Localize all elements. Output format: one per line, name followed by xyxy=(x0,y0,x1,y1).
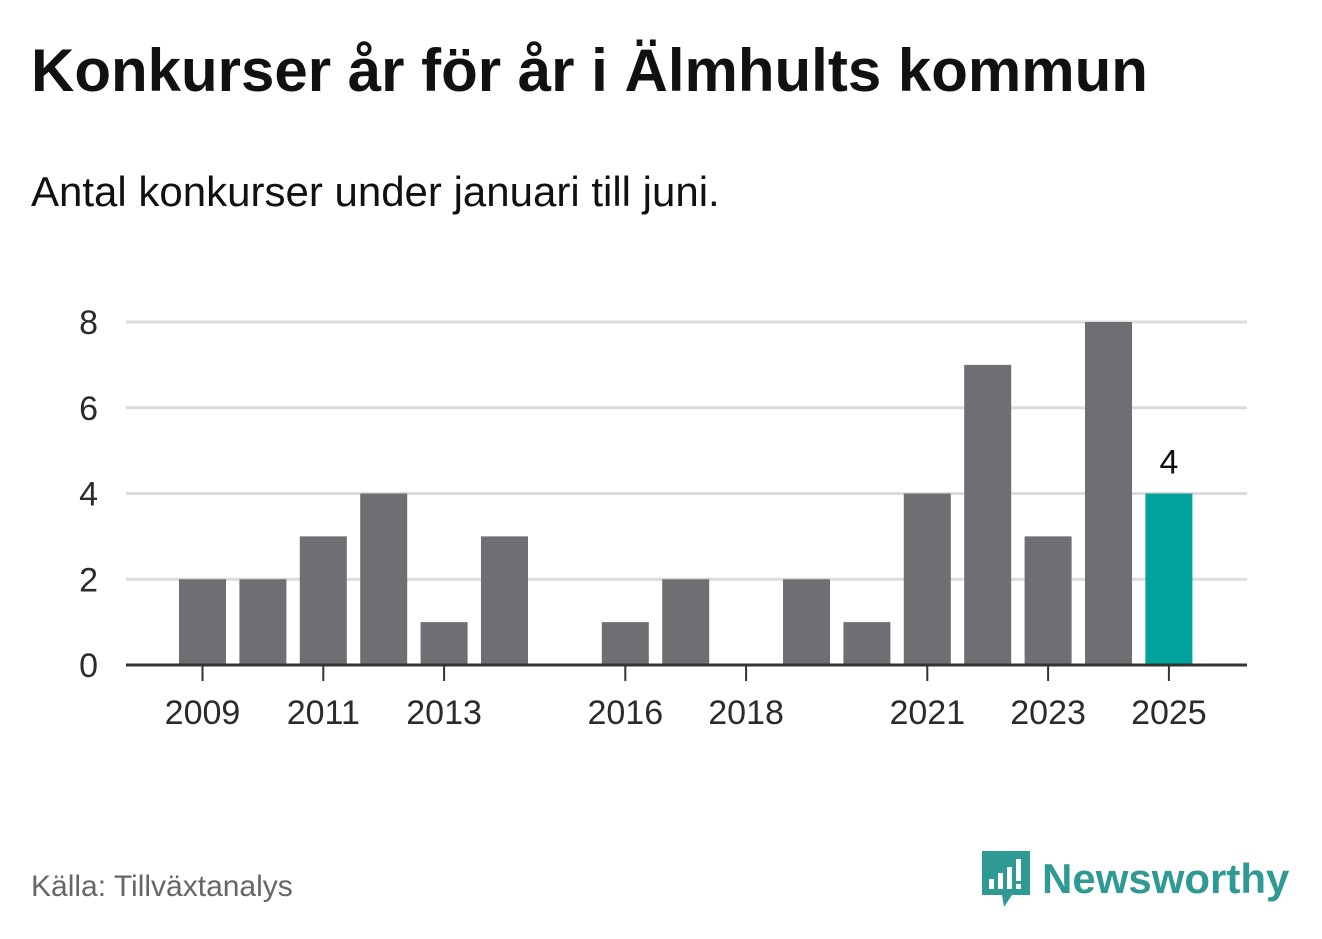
source-note: Källa: Tillväxtanalys xyxy=(31,870,293,903)
x-tick-label-2018: 2018 xyxy=(708,694,784,732)
bar-2017 xyxy=(662,579,710,665)
x-tick-label-2016: 2016 xyxy=(587,694,663,732)
y-tick-label-2: 2 xyxy=(79,561,98,599)
x-tick-label-2011: 2011 xyxy=(287,694,360,732)
newsworthy-logo: Newsworthy xyxy=(980,848,1289,910)
bar-2009 xyxy=(179,579,226,665)
x-tick-label-2013: 2013 xyxy=(406,694,482,732)
logo-text: Newsworthy xyxy=(1042,855,1290,902)
x-tick-label-2025: 2025 xyxy=(1131,694,1207,732)
bar-2019 xyxy=(783,579,830,665)
chart-subtitle: Antal konkurser under januari till juni. xyxy=(31,168,720,215)
bar-2022 xyxy=(964,364,1012,665)
bar-2014 xyxy=(481,536,528,665)
bar-2011 xyxy=(299,536,347,665)
bar-2021 xyxy=(903,493,951,665)
bar-2023 xyxy=(1024,536,1072,665)
bar-2012 xyxy=(360,493,408,665)
bar-2010 xyxy=(239,579,287,665)
bar-2024 xyxy=(1085,322,1132,665)
chart-title: Konkurser år för år i Älmhults kommun xyxy=(31,37,1148,104)
x-tick-label-2023: 2023 xyxy=(1010,694,1086,732)
data-label-2025: 4 xyxy=(1159,444,1178,482)
bar-2020 xyxy=(843,622,891,665)
y-tick-label-6: 6 xyxy=(79,390,98,428)
y-tick-label-4: 4 xyxy=(79,476,98,514)
x-tick-label-2021: 2021 xyxy=(889,694,965,732)
bar-chart: 0 2 4 6 8 2009 2011 2013 2016 2018 2021 2023 2025 4 xyxy=(79,304,1247,732)
x-tick-label-2009: 2009 xyxy=(165,694,241,732)
newsworthy-logo-icon xyxy=(982,851,1030,907)
bar-2025 xyxy=(1145,493,1193,665)
bar-2016 xyxy=(601,622,649,665)
y-tick-label-8: 8 xyxy=(79,304,98,342)
bar-2013 xyxy=(420,622,468,665)
y-tick-label-0: 0 xyxy=(79,647,98,685)
